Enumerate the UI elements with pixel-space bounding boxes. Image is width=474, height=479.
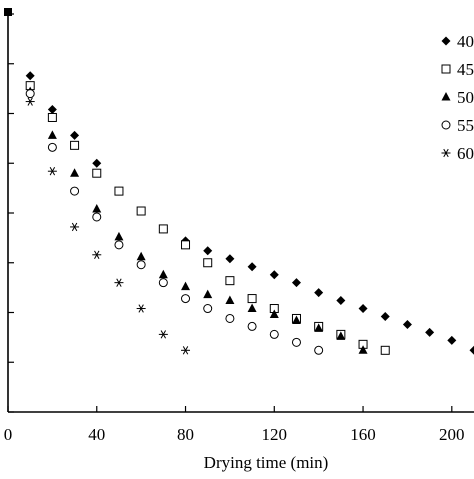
data-point (381, 346, 389, 354)
data-point (70, 223, 79, 231)
data-point (359, 304, 368, 313)
legend-label: 55 (457, 116, 474, 135)
data-point (48, 143, 56, 151)
data-point (48, 105, 57, 114)
x-tick-label: 40 (88, 425, 105, 444)
data-point (204, 259, 212, 267)
data-point (226, 277, 234, 285)
data-point (115, 241, 123, 249)
data-point (93, 213, 101, 221)
legend-item: 45 (442, 60, 474, 79)
legend-marker (442, 65, 450, 73)
legend-item: 60 (442, 144, 474, 163)
data-point (48, 113, 56, 121)
series-50 (26, 87, 368, 354)
legend-label: 50 (457, 88, 474, 107)
series-40 (26, 71, 474, 355)
legend: 40 45 50 55 60 (442, 32, 474, 163)
legend-item: 40 (442, 32, 474, 51)
x-tick-label: 80 (177, 425, 194, 444)
axis-cap (4, 8, 12, 16)
series-45 (26, 82, 389, 355)
data-point (71, 141, 79, 149)
data-point (425, 328, 434, 337)
data-point (270, 270, 279, 279)
data-point (292, 338, 300, 346)
data-point (203, 290, 212, 299)
x-tick-label: 120 (262, 425, 288, 444)
data-point (159, 270, 168, 279)
data-point (114, 279, 123, 287)
data-point (159, 330, 168, 338)
data-point (403, 320, 412, 329)
data-point (92, 159, 101, 168)
data-point (182, 295, 190, 303)
legend-item: 55 (442, 116, 474, 135)
data-point (26, 98, 35, 106)
data-point (26, 71, 35, 80)
data-point (315, 346, 323, 354)
legend-marker (442, 92, 451, 101)
data-point (336, 296, 345, 305)
legend-label: 40 (457, 32, 474, 51)
legend-marker (442, 121, 450, 129)
data-point (137, 261, 145, 269)
data-point (137, 305, 146, 313)
series-55 (26, 90, 322, 355)
data-point (248, 262, 257, 271)
x-tick-label: 160 (350, 425, 376, 444)
data-point (26, 90, 34, 98)
data-point (92, 251, 101, 259)
data-point (70, 131, 79, 140)
data-point (114, 232, 123, 241)
legend-marker (442, 37, 451, 46)
legend-item: 50 (442, 88, 474, 107)
data-point (92, 204, 101, 213)
data-point (248, 304, 257, 313)
data-points (26, 71, 474, 355)
data-point (159, 279, 167, 287)
legend-marker (442, 149, 451, 157)
data-point (181, 346, 190, 354)
x-tick-label: 200 (439, 425, 465, 444)
data-point (159, 225, 167, 233)
data-point (115, 187, 123, 195)
data-point (226, 314, 234, 322)
data-point (137, 207, 145, 215)
data-point (248, 295, 256, 303)
data-point (292, 278, 301, 287)
x-tick-label: 0 (4, 425, 13, 444)
data-point (470, 346, 474, 355)
legend-label: 60 (457, 144, 474, 163)
legend-label: 45 (457, 60, 474, 79)
data-point (381, 312, 390, 321)
data-point (314, 288, 323, 297)
data-point (225, 254, 234, 263)
data-point (181, 282, 190, 291)
data-point (447, 336, 456, 345)
data-point (182, 241, 190, 249)
data-point (270, 330, 278, 338)
data-point (93, 169, 101, 177)
x-axis-label: Drying time (min) (204, 453, 329, 472)
data-point (48, 167, 57, 175)
data-point (203, 246, 212, 255)
data-point (225, 296, 234, 305)
data-point (204, 305, 212, 313)
data-point (70, 168, 79, 177)
data-point (71, 187, 79, 195)
data-point (48, 130, 57, 139)
data-point (248, 322, 256, 330)
data-point (137, 252, 146, 261)
